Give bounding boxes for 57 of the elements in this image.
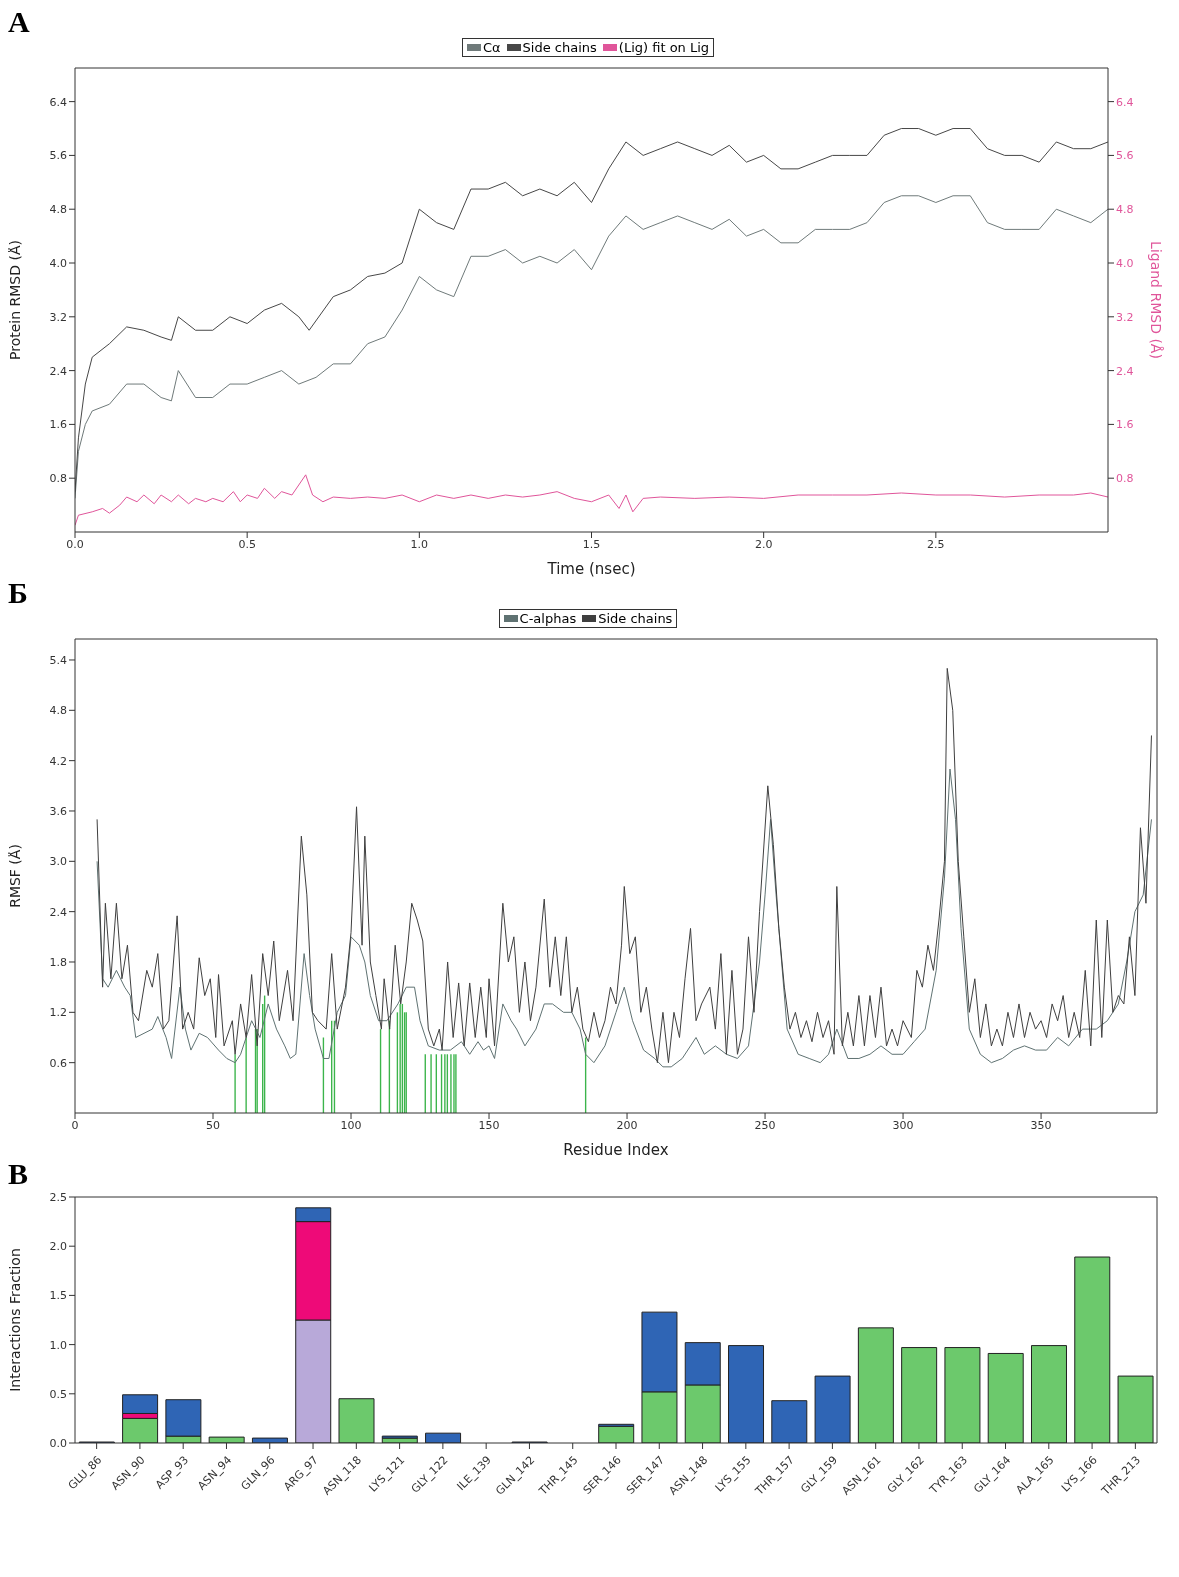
legend-label: (Lig) fit on Lig	[617, 40, 710, 55]
y-tick-label: 1.0	[49, 1338, 67, 1352]
y-tick-label: 6.4	[49, 95, 67, 109]
x-tick-label: 1.0	[410, 537, 429, 551]
x-tick-label: 50	[206, 1118, 221, 1132]
y-tick-label: 0.5	[49, 1387, 67, 1401]
y-tick-label: 5.6	[49, 149, 67, 163]
y-tick-label: 0.8	[49, 472, 67, 486]
y2-tick-label: 5.6	[1116, 149, 1134, 163]
y-tick-label: 1.6	[49, 418, 67, 432]
x-tick-label: 0.5	[238, 537, 256, 551]
chart-title: Б	[8, 576, 29, 609]
y2-axis-title: Ligand RMSD (Å)	[1148, 241, 1165, 359]
x-tick-label: 0	[71, 1118, 79, 1132]
x-tick-label: 2.0	[754, 537, 773, 551]
x-tick-label: 350	[1030, 1118, 1052, 1132]
legend-label: Side chains	[597, 611, 673, 626]
y-tick-label: 3.6	[49, 804, 67, 818]
y-tick-label: 3.2	[49, 310, 67, 324]
y-tick-label: 2.4	[49, 905, 67, 919]
x-tick-label: 300	[892, 1118, 914, 1132]
y-tick-label: 2.4	[49, 364, 67, 378]
legend-label: Cα	[481, 40, 501, 55]
x-tick-label: 1.5	[582, 537, 601, 551]
x-tick-label: 200	[616, 1118, 638, 1132]
y2-tick-label: 6.4	[1116, 95, 1134, 109]
y-tick-label: 1.8	[49, 955, 67, 969]
y-tick-label: 5.4	[49, 653, 67, 667]
y-tick-label: 4.0	[49, 256, 67, 270]
y2-tick-label: 2.4	[1116, 364, 1134, 378]
x-tick-label: 100	[340, 1118, 362, 1132]
y2-tick-label: 4.8	[1116, 203, 1134, 217]
y-tick-label: 1.2	[49, 1006, 67, 1020]
y-tick-label: 4.2	[49, 754, 67, 768]
x-tick-label: 250	[754, 1118, 776, 1132]
y-tick-label: 0.0	[49, 1436, 67, 1450]
y2-tick-label: 1.6	[1116, 418, 1134, 432]
y-tick-label: 1.5	[49, 1289, 67, 1303]
y2-tick-label: 3.2	[1116, 310, 1134, 324]
y-tick-label: 0.6	[49, 1056, 67, 1070]
y-tick-label: 4.8	[49, 704, 67, 718]
x-axis-title: Time (nsec)	[546, 560, 636, 578]
x-axis-title: Residue Index	[563, 1141, 669, 1159]
x-tick-label: 0.0	[66, 537, 84, 551]
y-axis-title: Interactions Fraction	[6, 1248, 23, 1392]
y-tick-label: 4.8	[49, 203, 67, 217]
y-tick-label: 2.0	[49, 1240, 67, 1254]
y-tick-label: 3.0	[49, 855, 67, 869]
x-tick-label: 2.5	[927, 537, 945, 551]
y2-tick-label: 0.8	[1116, 472, 1134, 486]
legend-label: Side chains	[521, 40, 597, 55]
chart-title: В	[8, 1157, 29, 1190]
y-tick-label: 2.5	[49, 1190, 67, 1204]
legend-label: C-alphas	[518, 611, 577, 626]
x-tick-label: 150	[478, 1118, 500, 1132]
y2-tick-label: 4.0	[1116, 256, 1134, 270]
chart-title: А	[8, 5, 31, 38]
